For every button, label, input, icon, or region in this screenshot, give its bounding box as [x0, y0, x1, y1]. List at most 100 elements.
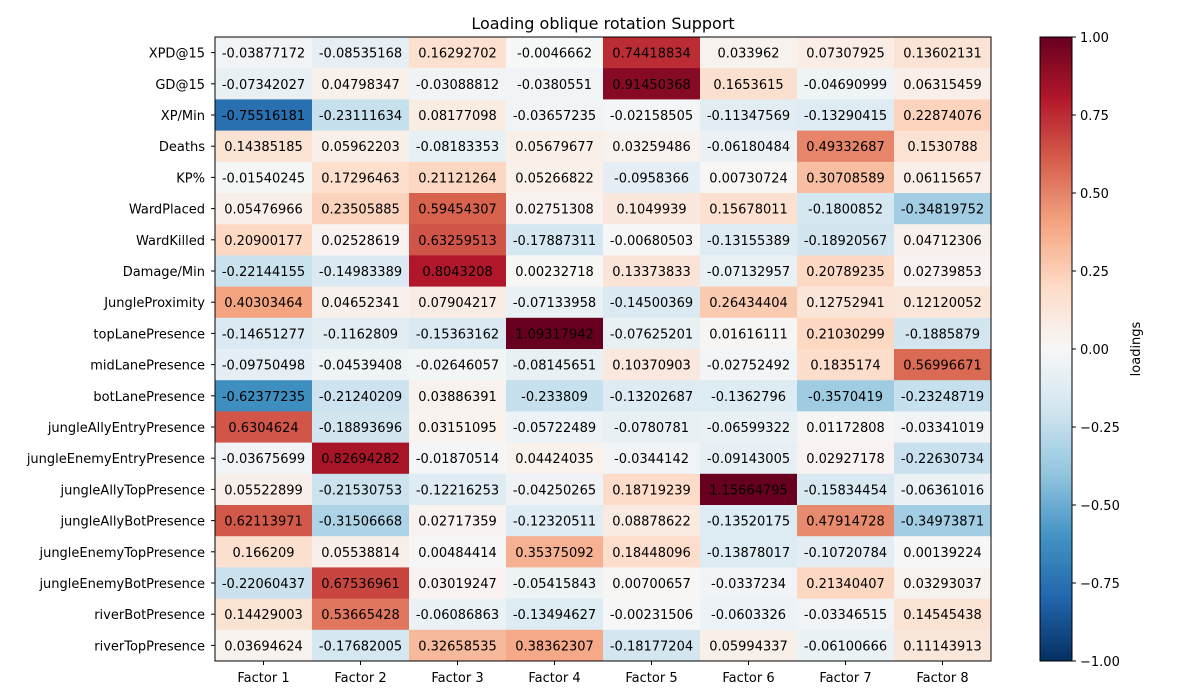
- heatmap-cell: [700, 37, 798, 69]
- heatmap-cell: [894, 37, 992, 69]
- cell-value-label: -0.14983389: [319, 265, 402, 280]
- cell-value-label: 0.05538814: [321, 546, 400, 561]
- cell-value-label: -0.04539408: [319, 359, 402, 374]
- heatmap-cell: [409, 380, 507, 412]
- cell-value-label: 0.1049939: [616, 203, 686, 218]
- heatmap-cell: [894, 255, 992, 288]
- heatmap-cell: [603, 473, 701, 506]
- cell-value-label: -0.07133958: [513, 296, 596, 311]
- cell-value-label: -0.13290415: [804, 109, 887, 124]
- heatmap-cell: [894, 473, 992, 506]
- heatmap-cell: [506, 349, 604, 381]
- cell-value-label: -0.02646057: [416, 359, 499, 374]
- heatmap-cell: [215, 598, 313, 631]
- heatmap-cell: [603, 411, 701, 444]
- row-tick-labels: XPD@15 GD@15 XP/Min Deaths KP% WardPlaced Ward…: [26, 47, 215, 654]
- cell-value-label: -0.34819752: [901, 203, 984, 218]
- cell-value-label: -0.22144155: [222, 265, 305, 280]
- cell-value-label: 0.03019247: [418, 577, 497, 592]
- heatmap-cell: [894, 598, 992, 631]
- cell-value-label: 0.74418834: [612, 47, 691, 62]
- cell-value-label: 0.1653615: [713, 78, 783, 93]
- heatmap-cell: [506, 536, 604, 568]
- cell-value-label: 0.00700657: [612, 577, 691, 592]
- colorbar-ticks: −1.00 −0.75 −0.50 −0.25 0.00 0.25 0.50 0.75 1.00: [1072, 31, 1120, 670]
- cell-value-label: 0.166209: [232, 546, 294, 561]
- heatmap-cell: [603, 68, 701, 100]
- heatmap-cell: [409, 224, 507, 256]
- heatmap-cell: [215, 255, 313, 288]
- heatmap-cell: [312, 629, 410, 662]
- cell-value-label: -0.13155389: [707, 234, 790, 249]
- cell-value-label: 0.04652341: [321, 296, 400, 311]
- heatmap-cell: [700, 536, 798, 568]
- cell-value-label: -0.12216253: [416, 483, 499, 498]
- heatmap-cell: [409, 255, 507, 288]
- column-tick-label: Factor 7: [819, 671, 871, 686]
- colorbar-tick-label: 0.00: [1080, 343, 1109, 358]
- cell-value-label: -0.21240209: [319, 390, 402, 405]
- heatmap-cell: [409, 99, 507, 132]
- heatmap-cell: [700, 99, 798, 132]
- cell-value-label: -0.3570419: [808, 390, 883, 405]
- cell-value-label: 0.01172808: [806, 421, 885, 436]
- heatmap-cell: [894, 286, 992, 319]
- cell-value-label: -0.14651277: [222, 327, 305, 342]
- heatmap-cell: [312, 380, 410, 412]
- cell-value-label: -0.14500369: [610, 296, 693, 311]
- heatmap-cell: [506, 380, 604, 412]
- cell-value-label: 0.00484414: [418, 546, 497, 561]
- heatmap-cell: [894, 161, 992, 194]
- heatmap-cell: [894, 99, 992, 132]
- heatmap-cell: [312, 255, 410, 288]
- cell-value-label: 0.08878622: [612, 515, 691, 530]
- cell-value-label: -0.75516181: [222, 109, 305, 124]
- cell-value-label: 0.35375092: [515, 546, 594, 561]
- heatmap-cell: [603, 629, 701, 662]
- cell-value-label: -0.04690999: [804, 78, 887, 93]
- cell-value-label: 1.09317942: [515, 327, 594, 342]
- heatmap-cell: [894, 193, 992, 225]
- cell-value-label: 0.05476966: [224, 203, 303, 218]
- heatmap-cell: [312, 536, 410, 568]
- heatmap-cell: [894, 536, 992, 568]
- heatmap-cell: [409, 629, 507, 662]
- cell-value-label: 0.06115657: [903, 171, 982, 186]
- cell-value-label: -0.13878017: [707, 546, 790, 561]
- cell-value-label: -0.13202687: [610, 390, 693, 405]
- cell-value-label: 0.18719239: [612, 483, 691, 498]
- heatmap-cell: [894, 567, 992, 600]
- heatmap-cell: [312, 193, 410, 225]
- heatmap-cell: [506, 473, 604, 506]
- heatmap-cell: [603, 567, 701, 600]
- row-tick-label: botLanePresence: [93, 390, 205, 405]
- cell-value-label: -0.09750498: [222, 359, 305, 374]
- cell-value-label: 0.38362307: [515, 639, 594, 654]
- heatmap-cell: [215, 473, 313, 506]
- heatmap-cell: [797, 68, 895, 100]
- heatmap-cell: [312, 505, 410, 537]
- heatmap-cell: [409, 536, 507, 568]
- heatmap-cell: [312, 99, 410, 132]
- heatmap-cell: [506, 629, 604, 662]
- heatmap-cell: [215, 629, 313, 662]
- heatmap-cell: [894, 442, 992, 475]
- cell-value-label: -0.21530753: [319, 483, 402, 498]
- colorbar: [1039, 36, 1073, 662]
- cell-value-label: -0.13520175: [707, 515, 790, 530]
- heatmap-cell: [797, 255, 895, 288]
- heatmap-cell: [894, 224, 992, 256]
- cell-value-label: 0.12120052: [903, 296, 982, 311]
- cell-value-label: 0.26434404: [709, 296, 788, 311]
- cell-value-label: 0.02739853: [903, 265, 982, 280]
- heatmap-cell: [797, 99, 895, 132]
- cell-value-label: 0.40303464: [224, 296, 303, 311]
- cell-value-label: 0.033962: [717, 47, 779, 62]
- cell-value-label: 0.03293037: [903, 577, 982, 592]
- heatmap-cell: [797, 193, 895, 225]
- heatmap-cell: [215, 224, 313, 256]
- cell-value-label: -0.1885879: [905, 327, 980, 342]
- heatmap-cell: [700, 442, 798, 475]
- row-tick-label: riverTopPresence: [94, 639, 205, 654]
- cell-value-label: 0.02717359: [418, 515, 497, 530]
